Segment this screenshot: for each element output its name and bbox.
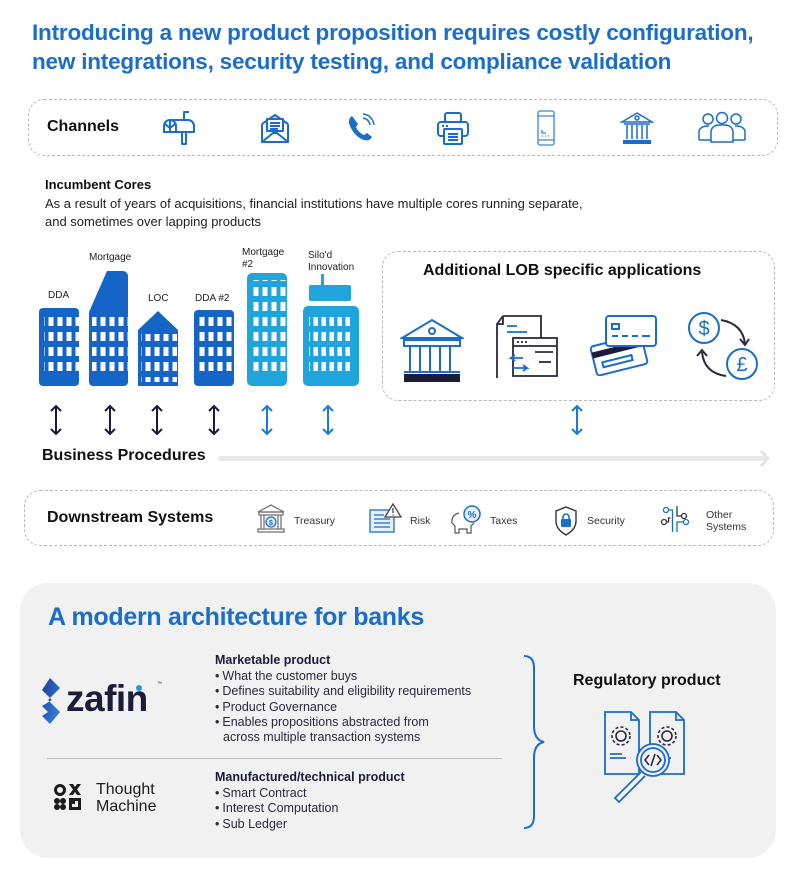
bullet-item: Product Governance xyxy=(215,700,515,715)
bank-icon xyxy=(400,318,464,382)
double-arrow-silod-innovation xyxy=(322,404,334,436)
section-divider xyxy=(47,758,502,759)
svg-text:$: $ xyxy=(698,318,709,340)
currency-exchange-icon: $ £ xyxy=(688,312,758,380)
svg-text:£: £ xyxy=(736,354,747,376)
building-label-loc: LOC xyxy=(148,293,169,304)
building-label-mortgage: Mortgage xyxy=(89,252,132,263)
downstream-label-other-systems: Other Systems xyxy=(706,509,747,533)
mobile-icon xyxy=(537,110,555,146)
credit-cards-icon xyxy=(590,315,657,376)
lob-title: Additional LOB specific applications xyxy=(423,262,702,279)
people-group-icon xyxy=(698,111,746,143)
headline-line-2: new integrations, security testing, and … xyxy=(32,49,672,74)
double-arrow-dda-2 xyxy=(208,404,220,436)
curly-brace-icon xyxy=(523,655,545,829)
zafin-logo: zafin ™ xyxy=(40,676,180,726)
double-arrow-mortgage-2 xyxy=(261,404,273,436)
double-arrow-dda xyxy=(50,404,62,436)
other-systems-icon xyxy=(660,506,690,532)
downstream-label-risk: Risk xyxy=(410,515,431,527)
bullet-item: Interest Computation xyxy=(215,801,515,816)
modern-architecture-title: A modern architecture for banks xyxy=(48,603,424,631)
marketable-product-bullets: What the customer buys Defines suitabili… xyxy=(215,669,515,745)
downstream-label-taxes: Taxes xyxy=(490,515,518,527)
building-silod-innovation xyxy=(303,274,359,386)
zafin-logo-mark-icon xyxy=(42,678,60,724)
regulatory-product-icon xyxy=(604,711,685,804)
manufactured-product-heading: Manufactured/technical product xyxy=(215,770,405,784)
building-mortgage xyxy=(89,271,128,386)
building-label-dda-2: DDA #2 xyxy=(195,293,230,304)
building-label-mortgage-2: Mortgage #2 xyxy=(242,247,285,270)
business-procedures-line xyxy=(218,456,766,461)
headline: Introducing a new product proposition re… xyxy=(32,18,792,76)
email-icon xyxy=(261,114,289,143)
building-label-dda: DDA xyxy=(48,290,70,301)
double-arrow-loc xyxy=(151,404,163,436)
mailbox-icon xyxy=(163,111,195,145)
zafin-trademark: ™ xyxy=(157,681,162,687)
security-icon xyxy=(555,506,577,536)
building-dda-2 xyxy=(194,310,234,386)
headline-line-1: Introducing a new product proposition re… xyxy=(32,20,754,45)
downstream-label-security: Security xyxy=(587,515,625,527)
channels-label: Channels xyxy=(47,118,120,135)
zafin-wordmark: zafin xyxy=(66,678,148,719)
incumbent-cores-description: As a result of years of acquisitions, fi… xyxy=(45,196,583,229)
bullet-item: Smart Contract xyxy=(215,786,515,801)
bullet-item: Enables propositions abstracted from acr… xyxy=(215,715,465,746)
marketable-product-heading: Marketable product xyxy=(215,653,331,667)
incumbent-cores-title: Incumbent Cores xyxy=(45,177,152,192)
taxes-icon: % xyxy=(451,505,481,534)
channels-box xyxy=(28,99,778,156)
risk-icon xyxy=(369,502,403,533)
phone-icon xyxy=(348,113,375,141)
thought-machine-logo-text: Thought Machine xyxy=(96,781,157,815)
business-procedures-label: Business Procedures xyxy=(42,447,206,464)
building-mortgage-2 xyxy=(247,273,287,386)
building-label-silod-innovation: Silo'd Innovation xyxy=(308,250,355,273)
lob-applications-box xyxy=(382,251,775,401)
building-dda xyxy=(39,308,80,386)
svg-text:$: $ xyxy=(269,520,273,527)
incumbent-cores-buildings xyxy=(39,271,359,386)
downstream-systems-box xyxy=(24,490,774,546)
downstream-label-treasury: Treasury xyxy=(294,515,336,527)
regulatory-product-title: Regulatory product xyxy=(573,672,721,689)
zafin-i-dot xyxy=(136,685,142,691)
printer-icon xyxy=(437,112,469,145)
business-procedures-arrowhead-icon xyxy=(760,450,770,467)
downstream-systems-label: Downstream Systems xyxy=(47,509,214,526)
bullet-item: Defines suitability and eligibility requ… xyxy=(215,684,515,699)
thought-machine-logo-mark-icon xyxy=(54,784,81,810)
treasury-icon: $ xyxy=(257,504,285,533)
double-arrow-lob xyxy=(571,404,583,436)
double-arrow-mortgage xyxy=(104,404,116,436)
documents-transfer-icon xyxy=(496,315,558,378)
building-loc xyxy=(138,311,178,386)
svg-text:%: % xyxy=(468,510,477,521)
bank-branch-icon xyxy=(619,112,655,144)
bullet-item: What the customer buys xyxy=(215,669,515,684)
bullet-item: Sub Ledger xyxy=(215,817,515,832)
manufactured-product-bullets: Smart Contract Interest Computation Sub … xyxy=(215,786,515,832)
